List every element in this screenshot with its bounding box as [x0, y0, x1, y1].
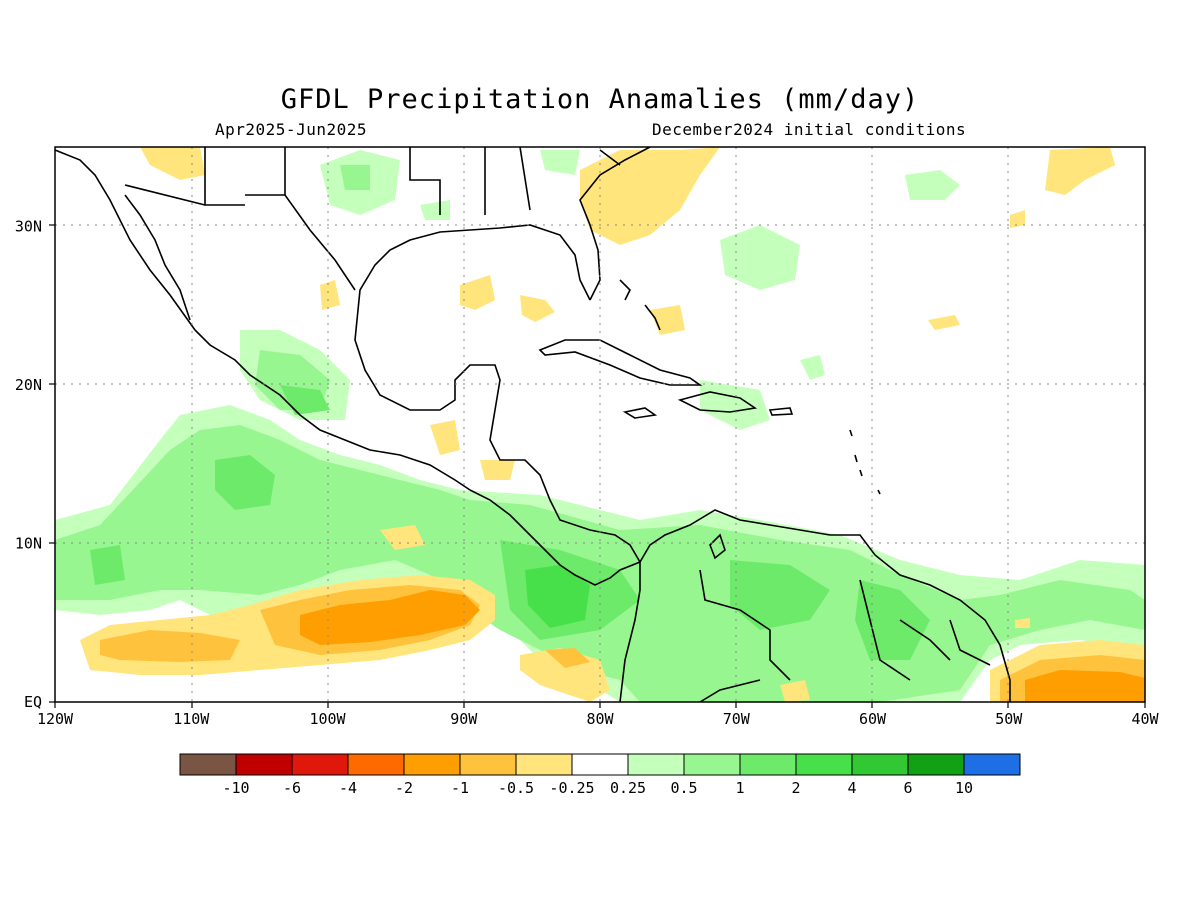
colorbar-swatch: [403, 753, 461, 776]
colorbar-label: -0.5: [498, 779, 534, 797]
colorbar-label: 1: [735, 779, 744, 797]
lon-tick-label: 40W: [1131, 710, 1159, 728]
lon-tick-label: 100W: [309, 710, 346, 728]
colorbar-swatch: [627, 753, 685, 776]
lat-tick-label: 10N: [15, 534, 42, 552]
lon-tick-label: 60W: [859, 710, 887, 728]
colorbar-swatch: [851, 753, 909, 776]
page-title: GFDL Precipitation Anamalies (mm/day): [280, 84, 920, 115]
colorbar-labels: -10 -6 -4 -2 -1 -0.5 -0.25 0.25 0.5 1 2 4 6 10: [222, 779, 973, 797]
colorbar-swatch: [963, 753, 1021, 776]
colorbar: -10 -6 -4 -2 -1 -0.5 -0.25 0.25 0.5 1 2 4 6 10: [179, 753, 1021, 797]
colorbar-swatch: [795, 753, 853, 776]
lon-tick-label: 110W: [173, 710, 210, 728]
anomaly-neg-1-fill: [300, 590, 1145, 702]
colorbar-swatch: [683, 753, 741, 776]
anomaly-2-4-fill: [525, 565, 590, 628]
colorbar-label: 0.25: [610, 779, 646, 797]
initial-conditions-label: December2024 initial conditions: [652, 120, 967, 139]
colorbar-swatches: [179, 753, 1021, 776]
colorbar-label: 4: [847, 779, 856, 797]
colorbar-swatch: [291, 753, 349, 776]
lon-tick-label: 120W: [37, 710, 74, 728]
lon-tick-label: 90W: [450, 710, 478, 728]
colorbar-swatch: [515, 753, 573, 776]
gridlines: [55, 147, 1145, 702]
colorbar-label: -1: [451, 779, 469, 797]
colorbar-label: -0.25: [549, 779, 594, 797]
lon-tick-label: 80W: [586, 710, 614, 728]
colorbar-label: -2: [395, 779, 413, 797]
precip-anomaly-map: 120W 110W 100W 90W 80W 70W 60W 50W 40W EQ 10N 20N 3…: [15, 146, 1160, 728]
colorbar-label: 0.5: [670, 779, 697, 797]
colorbar-swatch: [235, 753, 293, 776]
lon-tick-label: 50W: [995, 710, 1023, 728]
colorbar-label: 2: [791, 779, 800, 797]
period-label: Apr2025-Jun2025: [215, 120, 367, 139]
tick-marks: [49, 224, 1146, 708]
colorbar-label: -4: [339, 779, 357, 797]
colorbar-swatch: [347, 753, 405, 776]
colorbar-label: -10: [222, 779, 249, 797]
colorbar-swatch: [179, 753, 237, 776]
colorbar-swatch: [739, 753, 797, 776]
lat-tick-label: 30N: [15, 217, 42, 235]
lon-tick-label: 70W: [723, 710, 751, 728]
colorbar-swatch: [459, 753, 517, 776]
colorbar-label: 10: [955, 779, 973, 797]
lat-tick-label: EQ: [24, 693, 42, 711]
colorbar-swatch: [571, 753, 629, 776]
latitude-labels: EQ 10N 20N 30N: [15, 217, 42, 711]
colorbar-swatch: [907, 753, 965, 776]
lat-tick-label: 20N: [15, 376, 42, 394]
coastlines: [55, 147, 1011, 702]
colorbar-label: -6: [283, 779, 301, 797]
colorbar-label: 6: [903, 779, 912, 797]
longitude-labels: 120W 110W 100W 90W 80W 70W 60W 50W 40W: [37, 710, 1160, 728]
